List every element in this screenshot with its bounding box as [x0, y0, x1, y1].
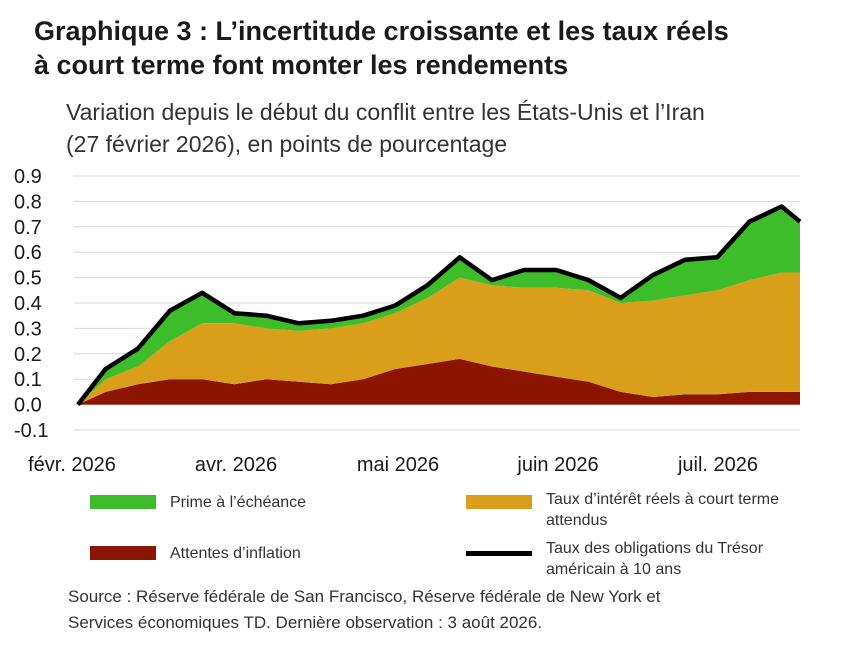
chart-title: Graphique 3 : L’incertitude croissante e…: [34, 14, 854, 82]
y-tick-label: 0.5: [14, 268, 42, 290]
y-tick-label: 0.9: [14, 166, 42, 188]
legend-label-treasury-line1: Taux des obligations du Trésor: [546, 540, 764, 557]
line-treasury-10y: [76, 204, 802, 406]
chart-title-line2: à court terme font monter les rendements: [34, 50, 569, 80]
y-tick-label: 0.0: [14, 395, 42, 417]
area-inflation: [78, 358, 800, 405]
y-tick-label: -0.1: [14, 420, 48, 442]
legend-label-real-rates: Taux d’intérêt réels à court terme atten…: [546, 489, 779, 531]
x-tick-label: févr. 2026: [28, 454, 116, 476]
legend-swatch-treasury: [466, 551, 532, 556]
legend-label-treasury: Taux des obligations du Trésor américain…: [546, 538, 763, 580]
source-note: Source : Réserve fédérale de San Francis…: [68, 584, 848, 636]
y-tick-label: 0.2: [14, 344, 42, 366]
legend-swatch-term-premium: [90, 495, 156, 509]
y-tick-label: 0.3: [14, 318, 42, 340]
y-tick-label: 0.4: [14, 293, 42, 315]
y-tick-label: 0.8: [14, 191, 42, 213]
legend-swatch-inflation: [90, 546, 156, 560]
x-tick-label: avr. 2026: [195, 454, 277, 476]
x-tick-label: mai 2026: [357, 454, 439, 476]
legend-label-inflation: Attentes d’inflation: [170, 545, 301, 562]
legend-label-real-rates-line1: Taux d’intérêt réels à court terme: [546, 491, 779, 508]
chart-subtitle-line2: (27 février 2026), en points de pourcent…: [66, 131, 508, 157]
legend-label-term-premium: Prime à l’échéance: [170, 494, 307, 511]
legend-label-treasury-line2: américain à 10 ans: [546, 561, 682, 578]
chart-title-line1: Graphique 3 : L’incertitude croissante e…: [34, 16, 729, 46]
y-tick-label: 0.1: [14, 369, 42, 391]
area-real-rates: [78, 272, 800, 405]
y-tick-label: 0.7: [14, 217, 42, 239]
legend-swatch-real-rates: [466, 495, 532, 509]
legend-label-real-rates-line2: attendus: [546, 512, 608, 529]
source-line1: Source : Réserve fédérale de San Francis…: [68, 587, 661, 606]
chart-subtitle-line1: Variation depuis le début du conflit ent…: [66, 99, 705, 125]
x-tick-label: juin 2026: [516, 454, 598, 476]
x-tick-label: juil. 2026: [677, 454, 758, 476]
source-line2: Services économiques TD. Dernière observ…: [68, 613, 543, 632]
chart-subtitle: Variation depuis le début du conflit ent…: [66, 96, 856, 160]
y-tick-label: 0.6: [14, 242, 42, 264]
